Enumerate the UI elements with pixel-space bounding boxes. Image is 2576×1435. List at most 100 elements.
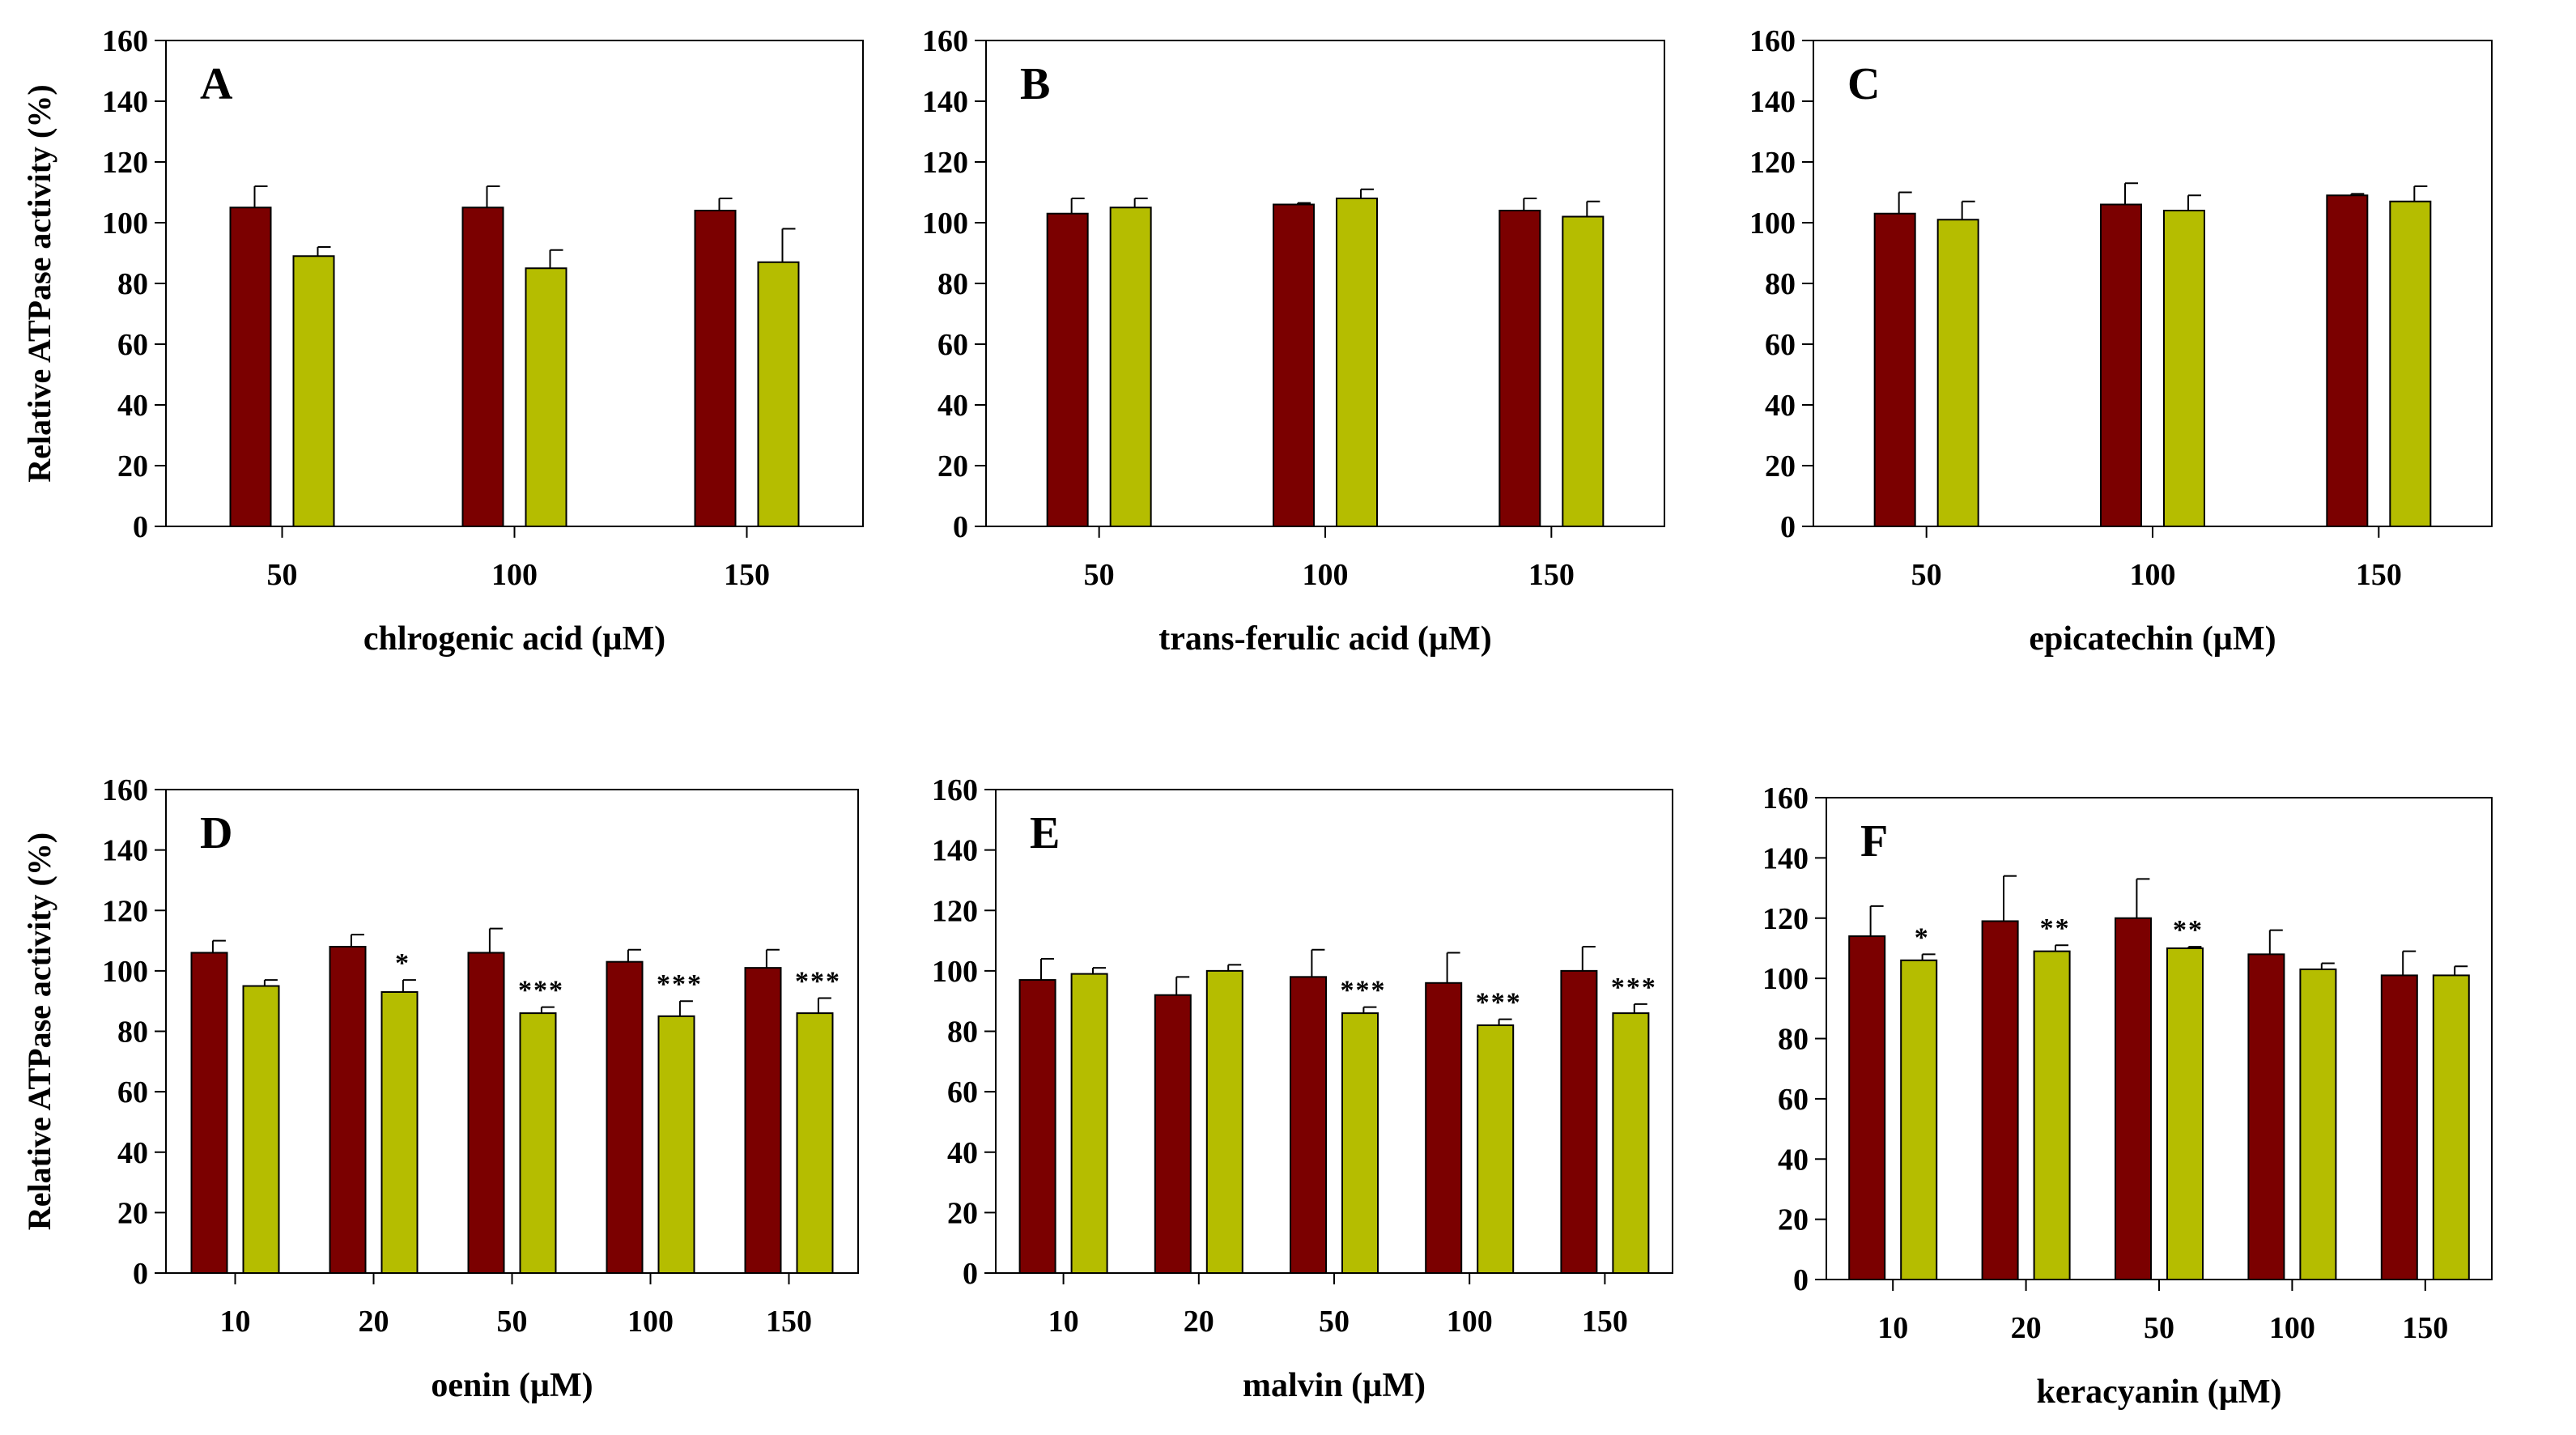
bar-series2-100: [657, 1015, 695, 1274]
y-tick-label: 80: [1778, 1023, 1809, 1057]
x-tick-label: 150: [1582, 1305, 1628, 1339]
bar-series1-20: [1154, 994, 1192, 1274]
panel-e: 0 20 40 60 80 100 120 140 160 E 10 20 *** 50 *** 100 ***…: [932, 773, 1673, 1404]
bar-series1-50: [229, 207, 272, 527]
bar-series1-150: [1560, 969, 1598, 1274]
y-tick-label: 0: [1793, 1263, 1809, 1297]
bar-series2-50: [292, 255, 335, 527]
bar-series1-10: [190, 952, 228, 1275]
y-tick-label: 40: [937, 389, 968, 423]
y-tick-label: 60: [947, 1075, 978, 1109]
x-tick-label: 50: [1084, 558, 1115, 592]
x-tick-label: 150: [766, 1305, 812, 1339]
y-tick-label: 40: [1778, 1143, 1809, 1177]
y-tick-label: 20: [1778, 1203, 1809, 1237]
bar-series2-150: [796, 1012, 834, 1275]
bar-series2-10: [242, 985, 280, 1274]
bar-series2-100: [2163, 210, 2205, 527]
bar-series2-100: [1336, 198, 1378, 527]
x-tick-label: 50: [497, 1305, 528, 1339]
bar-series1-150: [2380, 974, 2418, 1280]
x-tick-label: 20: [2011, 1311, 2042, 1345]
bar-series2-150: [2389, 200, 2432, 527]
panel-letter: F: [1860, 816, 1888, 867]
y-tick-label: 100: [1762, 962, 1809, 996]
bar-series1-150: [1498, 210, 1541, 527]
bar-series2-100: [525, 267, 567, 527]
bar-series2-50: [519, 1012, 557, 1275]
bar-series1-10: [1848, 935, 1886, 1280]
panel-letter: A: [200, 59, 233, 109]
x-tick-label: 150: [1528, 558, 1575, 592]
x-tick-label: 50: [2144, 1311, 2174, 1345]
x-tick-label: 50: [1319, 1305, 1350, 1339]
y-tick-label: 160: [1749, 24, 1796, 58]
bar-series1-50: [1046, 212, 1089, 527]
panel-letter: E: [1030, 808, 1060, 858]
x-axis-title: epicatechin (µM): [2029, 620, 2276, 658]
bar-series1-50: [1873, 212, 1916, 527]
y-tick-label: 120: [102, 894, 148, 928]
significance-label: *: [1915, 922, 1930, 952]
y-tick-label: 120: [922, 146, 968, 180]
panel-d: 0 20 40 60 80 100 120 140 160 D 10 * 20 *** 50 *** 100 **…: [21, 773, 859, 1404]
x-tick-label: 150: [2356, 558, 2402, 592]
significance-label: **: [2173, 915, 2204, 945]
x-tick-label: 100: [2269, 1311, 2315, 1345]
x-tick-label: 100: [1303, 558, 1349, 592]
bar-series1-100: [2247, 953, 2285, 1280]
bar-series2-50: [2166, 947, 2204, 1280]
y-tick-label: 0: [963, 1257, 978, 1291]
bar-series2-50: [1109, 207, 1152, 527]
x-tick-label: 20: [1184, 1305, 1214, 1339]
bar-series1-20: [1981, 920, 2019, 1280]
significance-label: ***: [518, 976, 564, 1006]
y-tick-label: 140: [1749, 85, 1796, 119]
y-tick-label: 0: [133, 510, 148, 544]
bar-series2-150: [1562, 215, 1605, 527]
bar-series1-10: [1018, 979, 1056, 1274]
y-tick-label: 60: [1765, 328, 1796, 362]
y-tick-label: 160: [102, 24, 148, 58]
y-axis-title: Relative ATPase activity (%): [21, 84, 57, 482]
x-tick-label: 50: [1911, 558, 1942, 592]
x-tick-label: 150: [2402, 1311, 2448, 1345]
x-tick-label: 50: [267, 558, 298, 592]
significance-label: ***: [1476, 988, 1522, 1018]
bar-series2-10: [1070, 973, 1108, 1274]
y-tick-label: 120: [932, 894, 978, 928]
panel-a: 0 20 40 60 80 100 120 140 160 A 50 100 150 chlrogenic…: [21, 24, 864, 658]
y-tick-label: 100: [932, 955, 978, 989]
y-tick-label: 0: [133, 1257, 148, 1291]
y-tick-label: 120: [1749, 146, 1796, 180]
x-axis-title: keracyanin (µM): [2037, 1373, 2282, 1411]
y-tick-label: 140: [932, 834, 978, 868]
x-tick-label: 100: [491, 558, 538, 592]
x-axis-title: chlrogenic acid (µM): [363, 620, 665, 658]
y-tick-label: 80: [117, 1016, 148, 1050]
y-tick-label: 40: [947, 1136, 978, 1170]
y-tick-label: 100: [102, 955, 148, 989]
significance-label: *: [395, 948, 410, 978]
y-tick-label: 100: [102, 207, 148, 241]
y-tick-label: 80: [937, 267, 968, 301]
y-tick-label: 140: [102, 834, 148, 868]
bar-series2-20: [1205, 969, 1243, 1274]
y-tick-label: 60: [1778, 1083, 1809, 1117]
bar-series1-150: [694, 210, 737, 527]
y-tick-label: 160: [1762, 781, 1809, 815]
y-tick-label: 20: [117, 449, 148, 483]
panel-c: 0 20 40 60 80 100 120 140 160 C 50 100 150 epicatechi…: [1749, 24, 2493, 658]
y-tick-label: 160: [922, 24, 968, 58]
bar-series2-150: [757, 261, 800, 527]
y-tick-label: 160: [932, 773, 978, 807]
bar-series2-20: [380, 990, 419, 1275]
x-tick-label: 100: [627, 1305, 674, 1339]
bar-series2-20: [2033, 950, 2071, 1280]
y-tick-label: 140: [1762, 841, 1809, 875]
x-axis-title: trans-ferulic acid (µM): [1158, 620, 1491, 658]
bar-series1-150: [2326, 194, 2369, 527]
y-tick-label: 120: [102, 146, 148, 180]
y-tick-label: 140: [102, 85, 148, 119]
